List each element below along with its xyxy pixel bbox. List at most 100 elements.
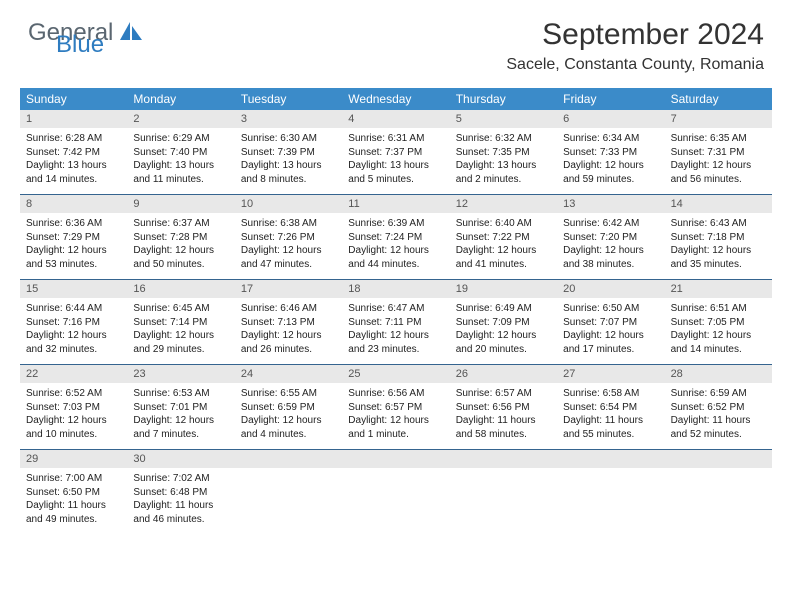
daylight-text-2: and 23 minutes. xyxy=(348,343,443,357)
daylight-text: Daylight: 12 hours xyxy=(26,414,121,428)
day-number: 21 xyxy=(665,280,772,298)
daylight-text-2: and 55 minutes. xyxy=(563,428,658,442)
day-cell: Sunrise: 6:58 AMSunset: 6:54 PMDaylight:… xyxy=(557,383,664,449)
day-number: 3 xyxy=(235,110,342,128)
daylight-text-2: and 14 minutes. xyxy=(671,343,766,357)
daylight-text: Daylight: 12 hours xyxy=(563,329,658,343)
daylight-text-2: and 53 minutes. xyxy=(26,258,121,272)
sunrise-text: Sunrise: 6:44 AM xyxy=(26,302,121,316)
daylight-text-2: and 47 minutes. xyxy=(241,258,336,272)
sunrise-text: Sunrise: 6:43 AM xyxy=(671,217,766,231)
day-cell: Sunrise: 7:00 AMSunset: 6:50 PMDaylight:… xyxy=(20,468,127,534)
daylight-text: Daylight: 12 hours xyxy=(456,329,551,343)
header: General Blue September 2024 Sacele, Cons… xyxy=(0,0,792,80)
sunrise-text: Sunrise: 6:28 AM xyxy=(26,132,121,146)
day-cell: Sunrise: 6:52 AMSunset: 7:03 PMDaylight:… xyxy=(20,383,127,449)
sunset-text: Sunset: 7:40 PM xyxy=(133,146,228,160)
day-cell: Sunrise: 6:56 AMSunset: 6:57 PMDaylight:… xyxy=(342,383,449,449)
sunset-text: Sunset: 7:05 PM xyxy=(671,316,766,330)
week-row: 1234567Sunrise: 6:28 AMSunset: 7:42 PMDa… xyxy=(20,110,772,194)
day-number: 17 xyxy=(235,280,342,298)
day-number: 5 xyxy=(450,110,557,128)
sunset-text: Sunset: 7:18 PM xyxy=(671,231,766,245)
sunset-text: Sunset: 7:13 PM xyxy=(241,316,336,330)
weekday-header: Tuesday xyxy=(235,88,342,110)
weekday-header: Saturday xyxy=(665,88,772,110)
sunset-text: Sunset: 6:54 PM xyxy=(563,401,658,415)
daylight-text-2: and 5 minutes. xyxy=(348,173,443,187)
day-number: 4 xyxy=(342,110,449,128)
daylight-text-2: and 44 minutes. xyxy=(348,258,443,272)
sunrise-text: Sunrise: 6:39 AM xyxy=(348,217,443,231)
sunset-text: Sunset: 7:20 PM xyxy=(563,231,658,245)
sunrise-text: Sunrise: 6:29 AM xyxy=(133,132,228,146)
daylight-text-2: and 50 minutes. xyxy=(133,258,228,272)
day-cell: Sunrise: 6:37 AMSunset: 7:28 PMDaylight:… xyxy=(127,213,234,279)
sunrise-text: Sunrise: 6:36 AM xyxy=(26,217,121,231)
daylight-text-2: and 8 minutes. xyxy=(241,173,336,187)
daylight-text: Daylight: 12 hours xyxy=(26,244,121,258)
day-number: 26 xyxy=(450,365,557,383)
daylight-text: Daylight: 12 hours xyxy=(671,244,766,258)
sunset-text: Sunset: 7:07 PM xyxy=(563,316,658,330)
sunrise-text: Sunrise: 6:59 AM xyxy=(671,387,766,401)
daylight-text: Daylight: 11 hours xyxy=(671,414,766,428)
sunrise-text: Sunrise: 7:00 AM xyxy=(26,472,121,486)
day-number xyxy=(557,450,664,468)
daylight-text: Daylight: 13 hours xyxy=(456,159,551,173)
daylight-text: Daylight: 11 hours xyxy=(133,499,228,513)
sunrise-text: Sunrise: 6:45 AM xyxy=(133,302,228,316)
location-text: Sacele, Constanta County, Romania xyxy=(506,56,764,74)
day-number: 9 xyxy=(127,195,234,213)
weekday-header: Sunday xyxy=(20,88,127,110)
weekday-header: Friday xyxy=(557,88,664,110)
weekday-header-row: Sunday Monday Tuesday Wednesday Thursday… xyxy=(20,88,772,110)
daylight-text-2: and 17 minutes. xyxy=(563,343,658,357)
day-cell: Sunrise: 6:51 AMSunset: 7:05 PMDaylight:… xyxy=(665,298,772,364)
daylight-text: Daylight: 12 hours xyxy=(348,329,443,343)
day-cell: Sunrise: 6:39 AMSunset: 7:24 PMDaylight:… xyxy=(342,213,449,279)
daylight-text: Daylight: 13 hours xyxy=(241,159,336,173)
daynum-strip: 2930 xyxy=(20,450,772,468)
daylight-text-2: and 11 minutes. xyxy=(133,173,228,187)
weeks-container: 1234567Sunrise: 6:28 AMSunset: 7:42 PMDa… xyxy=(20,110,772,534)
cells-row: Sunrise: 7:00 AMSunset: 6:50 PM Daylight:… xyxy=(20,468,772,534)
day-number: 2 xyxy=(127,110,234,128)
day-number xyxy=(342,450,449,468)
daylight-text-2: and 32 minutes. xyxy=(26,343,121,357)
daylight-text: Daylight: 12 hours xyxy=(241,329,336,343)
sunrise-text: Sunrise: 6:49 AM xyxy=(456,302,551,316)
sunset-text: Sunset: 7:14 PM xyxy=(133,316,228,330)
sunrise-text: Sunrise: 6:35 AM xyxy=(671,132,766,146)
day-cell: Sunrise: 6:50 AMSunset: 7:07 PMDaylight:… xyxy=(557,298,664,364)
sunset-text: Sunset: 7:03 PM xyxy=(26,401,121,415)
day-cell: Sunrise: 6:34 AMSunset: 7:33 PMDaylight:… xyxy=(557,128,664,194)
daylight-text-2: and 2 minutes. xyxy=(456,173,551,187)
sunset-text: Sunset: 7:26 PM xyxy=(241,231,336,245)
sunset-text: Sunset: 7:28 PM xyxy=(133,231,228,245)
sunrise-text: Sunrise: 6:52 AM xyxy=(26,387,121,401)
daylight-text-2: and 10 minutes. xyxy=(26,428,121,442)
sunrise-text: Sunrise: 6:58 AM xyxy=(563,387,658,401)
daylight-text: Daylight: 12 hours xyxy=(241,414,336,428)
sunrise-text: Sunrise: 6:42 AM xyxy=(563,217,658,231)
day-number: 18 xyxy=(342,280,449,298)
day-number: 27 xyxy=(557,365,664,383)
sunrise-text: Sunrise: 6:37 AM xyxy=(133,217,228,231)
sunset-text: Sunset: 7:24 PM xyxy=(348,231,443,245)
sunset-text: Sunset: 7:37 PM xyxy=(348,146,443,160)
daylight-text-2: and 20 minutes. xyxy=(456,343,551,357)
day-number: 1 xyxy=(20,110,127,128)
cells-row: Sunrise: 6:36 AMSunset: 7:29 PMDaylight:… xyxy=(20,213,772,279)
week-row: 15161718192021Sunrise: 6:44 AMSunset: 7:… xyxy=(20,279,772,364)
sunrise-text: Sunrise: 7:02 AM xyxy=(133,472,228,486)
day-cell: Sunrise: 6:42 AMSunset: 7:20 PMDaylight:… xyxy=(557,213,664,279)
sunset-text: Sunset: 6:50 PM xyxy=(26,486,121,500)
day-number xyxy=(450,450,557,468)
daynum-strip: 1234567 xyxy=(20,110,772,128)
day-number: 24 xyxy=(235,365,342,383)
day-number: 30 xyxy=(127,450,234,468)
sunrise-text: Sunrise: 6:38 AM xyxy=(241,217,336,231)
day-cell: Sunrise: 6:32 AMSunset: 7:35 PMDaylight:… xyxy=(450,128,557,194)
daylight-text-2: and 52 minutes. xyxy=(671,428,766,442)
